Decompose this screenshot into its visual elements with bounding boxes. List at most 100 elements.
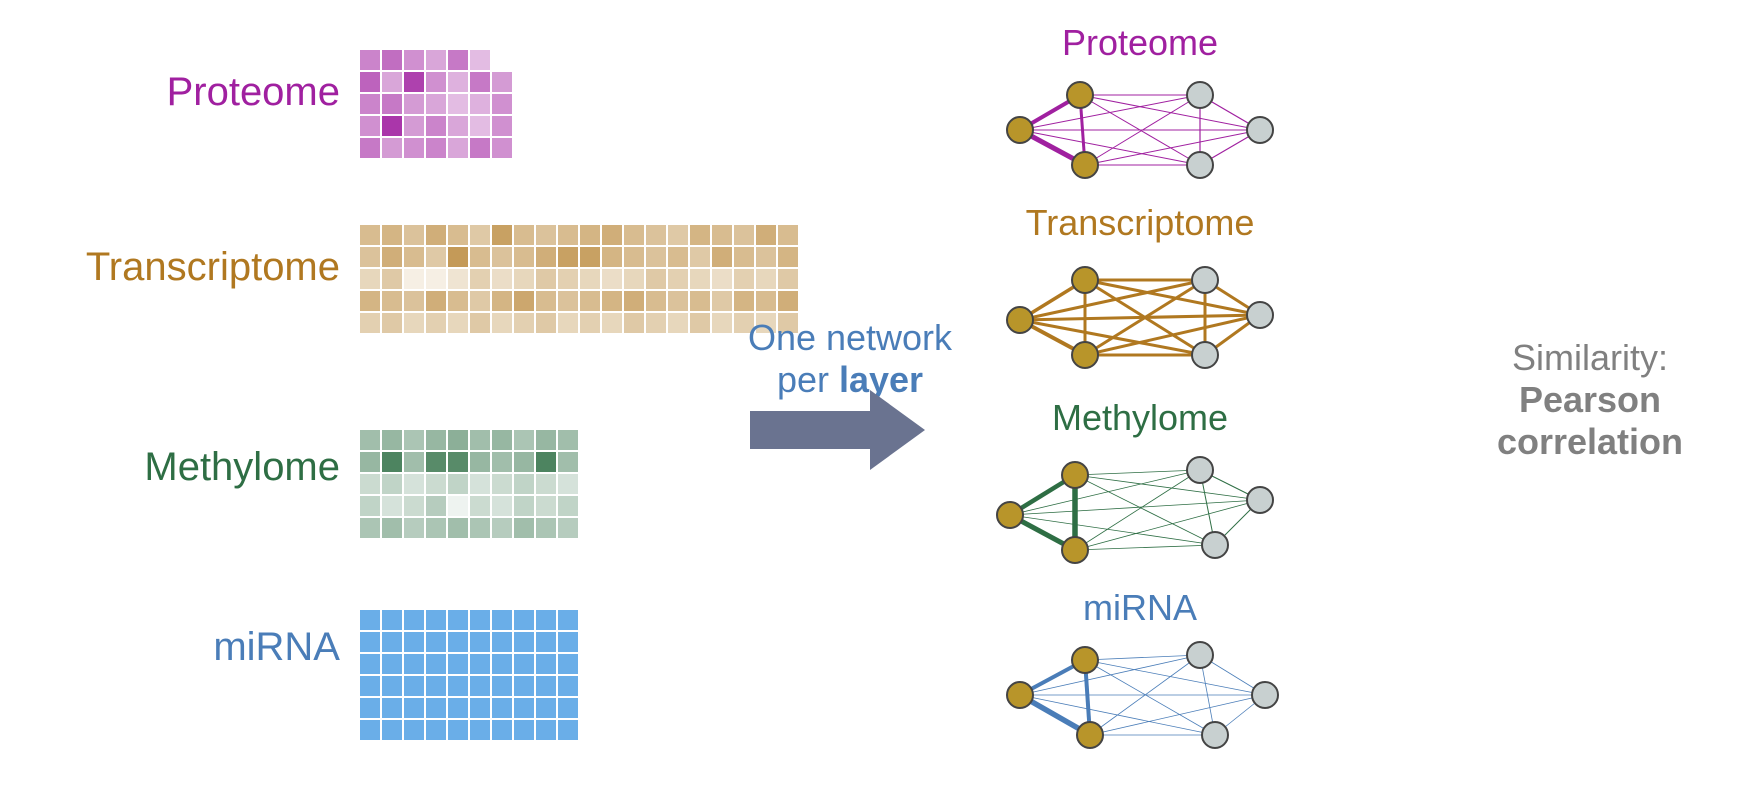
heatmap-cell bbox=[602, 313, 622, 333]
heatmap-cell bbox=[690, 225, 710, 245]
heatmap-cell bbox=[404, 50, 424, 70]
heatmap-cell bbox=[492, 698, 512, 718]
network-proteome: Proteome bbox=[1007, 22, 1273, 178]
heatmap-cell bbox=[514, 698, 534, 718]
heatmap-cell bbox=[646, 247, 666, 267]
similarity-text: Similarity: bbox=[1512, 337, 1668, 378]
heatmap-cell bbox=[492, 676, 512, 696]
heatmap-cell bbox=[360, 518, 380, 538]
heatmap-cell bbox=[382, 291, 402, 311]
heatmap-cell bbox=[360, 72, 380, 92]
heatmap-cell bbox=[536, 518, 556, 538]
heatmap-cell bbox=[492, 116, 512, 136]
heatmap-cell bbox=[558, 654, 578, 674]
heatmap-cell bbox=[492, 225, 512, 245]
heatmap-cell bbox=[470, 247, 490, 267]
heatmap-cell bbox=[646, 225, 666, 245]
heatmap-cell bbox=[404, 313, 424, 333]
heatmap-cell bbox=[580, 269, 600, 289]
heatmap-cell bbox=[404, 72, 424, 92]
heatmap-cell bbox=[536, 313, 556, 333]
heatmap-cell bbox=[360, 474, 380, 494]
heatmap-cell bbox=[382, 116, 402, 136]
heatmap-cell bbox=[756, 291, 776, 311]
heatmap-cell bbox=[756, 225, 776, 245]
network-edge bbox=[1075, 475, 1260, 500]
heatmap-cell bbox=[360, 291, 380, 311]
heatmap-cell bbox=[448, 474, 468, 494]
heatmap-cell bbox=[514, 452, 534, 472]
heatmap-cell bbox=[470, 496, 490, 516]
network-node bbox=[1067, 82, 1093, 108]
heatmap-cell bbox=[404, 518, 424, 538]
heatmap-cell bbox=[382, 474, 402, 494]
heatmap-cell bbox=[360, 138, 380, 158]
heatmap-cell bbox=[470, 50, 490, 70]
network-node bbox=[1202, 532, 1228, 558]
network-node bbox=[1007, 307, 1033, 333]
heatmap-cell bbox=[624, 247, 644, 267]
heatmap-cell bbox=[448, 50, 468, 70]
heatmap-cell bbox=[382, 313, 402, 333]
heatmap-transcriptome bbox=[360, 225, 798, 333]
heatmap-cell bbox=[580, 291, 600, 311]
heatmap-methylome bbox=[360, 430, 578, 538]
heatmap-cell bbox=[448, 116, 468, 136]
heatmap-cell bbox=[360, 698, 380, 718]
heatmap-cell bbox=[756, 269, 776, 289]
layer-label: Transcriptome bbox=[86, 245, 340, 289]
heatmap-cell bbox=[558, 313, 578, 333]
network-node bbox=[1072, 647, 1098, 673]
heatmap-cell bbox=[426, 518, 446, 538]
heatmap-cell bbox=[690, 291, 710, 311]
heatmap-cell bbox=[404, 116, 424, 136]
heatmap-cell bbox=[470, 654, 490, 674]
heatmap-cell bbox=[382, 50, 402, 70]
heatmap-cell bbox=[426, 474, 446, 494]
heatmap-cell bbox=[382, 676, 402, 696]
heatmap-cell bbox=[382, 430, 402, 450]
heatmap-cell bbox=[492, 291, 512, 311]
heatmap-cell bbox=[360, 720, 380, 740]
heatmap-cell bbox=[448, 430, 468, 450]
layer-label: Methylome bbox=[144, 445, 340, 489]
heatmap-cell bbox=[536, 269, 556, 289]
heatmap-cell bbox=[404, 720, 424, 740]
heatmap-cell bbox=[448, 247, 468, 267]
heatmap-cell bbox=[448, 94, 468, 114]
heatmap-cell bbox=[470, 269, 490, 289]
heatmap-cell bbox=[382, 94, 402, 114]
diagram-canvas: ProteomeTranscriptomeMethylomemiRNAOne n… bbox=[0, 0, 1749, 792]
heatmap-cell bbox=[360, 430, 380, 450]
heatmap-cell bbox=[558, 518, 578, 538]
heatmap-cell bbox=[360, 247, 380, 267]
arrow-label-line2: per layer bbox=[777, 359, 923, 400]
heatmap-cell bbox=[514, 225, 534, 245]
network-edge bbox=[1010, 470, 1200, 515]
heatmap-cell bbox=[448, 452, 468, 472]
heatmap-cell bbox=[382, 654, 402, 674]
heatmap-cell bbox=[492, 474, 512, 494]
heatmap-cell bbox=[470, 291, 490, 311]
network-node bbox=[1072, 267, 1098, 293]
heatmap-cell bbox=[492, 94, 512, 114]
heatmap-cell bbox=[470, 72, 490, 92]
network-node bbox=[1062, 537, 1088, 563]
heatmap-cell bbox=[426, 430, 446, 450]
heatmap-cell bbox=[558, 610, 578, 630]
heatmap-cell bbox=[426, 50, 446, 70]
heatmap-cell bbox=[492, 452, 512, 472]
heatmap-cell bbox=[382, 610, 402, 630]
heatmap-cell bbox=[668, 269, 688, 289]
heatmap-cell bbox=[514, 313, 534, 333]
heatmap-cell bbox=[778, 225, 798, 245]
heatmap-cell bbox=[536, 654, 556, 674]
network-node bbox=[1072, 342, 1098, 368]
network-edge bbox=[1080, 95, 1260, 130]
heatmap-cell bbox=[426, 247, 446, 267]
heatmap-cell bbox=[734, 247, 754, 267]
heatmap-cell bbox=[536, 496, 556, 516]
heatmap-cell bbox=[448, 610, 468, 630]
heatmap-cell bbox=[536, 676, 556, 696]
heatmap-cell bbox=[448, 720, 468, 740]
